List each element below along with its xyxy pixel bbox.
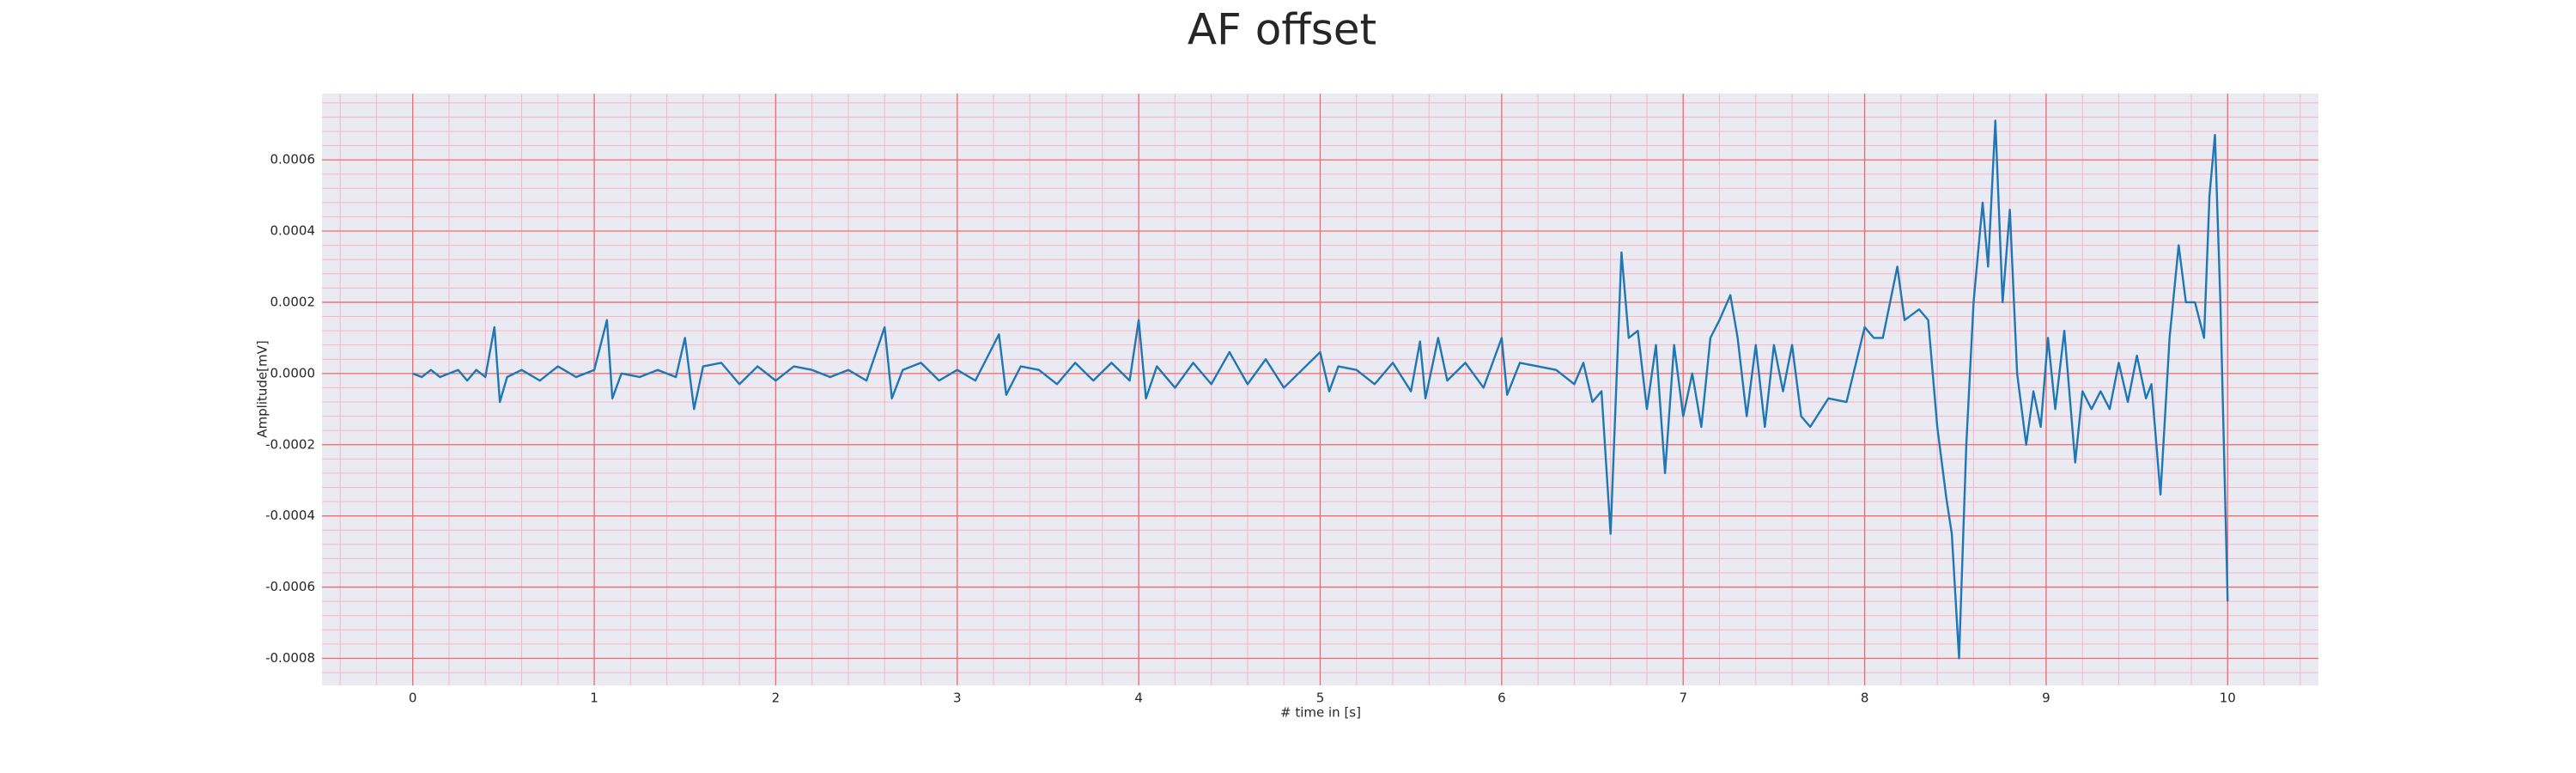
x-tick-label: 8 xyxy=(1861,691,1869,706)
y-axis-label: Amplitude[mV] xyxy=(255,340,270,437)
x-tick-label: 6 xyxy=(1498,691,1506,706)
y-tick-label: -0.0004 xyxy=(265,508,315,523)
chart-title: AF offset xyxy=(1188,5,1376,55)
x-tick-label: 10 xyxy=(2220,691,2236,706)
x-tick-label: 1 xyxy=(590,691,598,706)
data-line xyxy=(412,119,2229,660)
x-tick-label: 7 xyxy=(1679,691,1687,706)
labels: 0 1 2 3 4 5 6 7 8 9 10 -0.0008 -0.0006 -0.0004 -0.0002… xyxy=(265,152,2236,706)
x-axis-label: # time in [s] xyxy=(1280,705,1361,721)
x-tick-label: 4 xyxy=(1134,691,1143,706)
x-tick-label: 0 xyxy=(409,691,417,706)
x-tick-label: 3 xyxy=(953,691,962,706)
y-tick-label: -0.0002 xyxy=(265,436,315,452)
y-tick-label: 0.0004 xyxy=(270,223,316,239)
y-tick-label: -0.0008 xyxy=(265,650,315,666)
grid xyxy=(322,94,2318,685)
x-tick-label: 2 xyxy=(772,691,781,706)
y-tick-label: 0.0000 xyxy=(270,365,316,380)
x-tick-label: 5 xyxy=(1316,691,1325,706)
y-tick-label: 0.0006 xyxy=(270,152,316,167)
marks xyxy=(412,119,2229,660)
x-tick-label: 9 xyxy=(2042,691,2050,706)
y-tick-label: -0.0006 xyxy=(265,579,315,594)
y-tick-label: 0.0002 xyxy=(270,294,316,309)
